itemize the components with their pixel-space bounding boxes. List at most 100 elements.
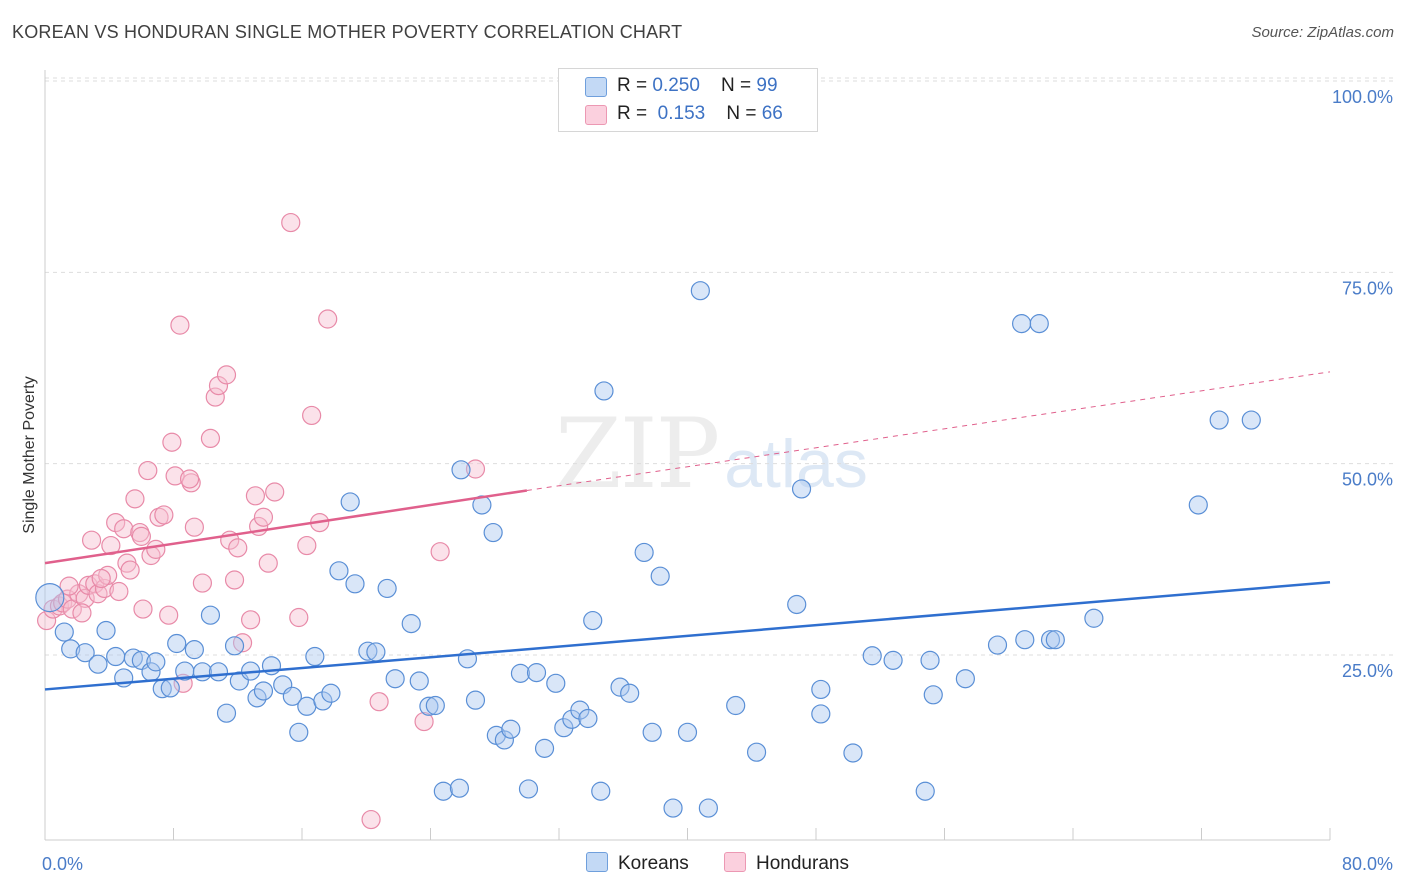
hondurans-r-label: R = <box>617 103 653 124</box>
korean-point <box>594 381 614 401</box>
bottom-legend-koreans: Koreans <box>586 852 689 875</box>
korean-point <box>54 622 74 642</box>
korean-point <box>518 779 539 799</box>
korean-point <box>167 633 187 654</box>
honduran-point <box>125 489 145 509</box>
korean-point <box>987 635 1008 655</box>
korean-point <box>923 685 943 705</box>
hondurans-r-value: 0.153 <box>657 103 706 124</box>
korean-point <box>419 696 439 716</box>
korean-point <box>282 686 302 706</box>
korean-point <box>1015 630 1035 650</box>
correlation-legend: R = 0.250 N = 99 R = 0.153 N = 66 <box>558 68 818 132</box>
korean-point <box>313 691 333 711</box>
koreans-r-value: 0.250 <box>652 75 700 96</box>
koreans-n-label: N = <box>721 75 757 96</box>
korean-point <box>297 696 317 716</box>
honduran-point <box>165 466 185 486</box>
trend-lines <box>44 371 1331 691</box>
honduran-point <box>200 428 221 449</box>
korean-point <box>883 650 903 670</box>
hondurans-trend-line <box>44 489 528 565</box>
honduran-point <box>465 459 486 479</box>
bottom-koreans-label: Koreans <box>618 853 689 874</box>
hondurans-n-value: 66 <box>761 103 783 124</box>
korean-point <box>546 673 566 693</box>
korean-point <box>811 704 831 724</box>
koreans-trend-line <box>44 581 1331 691</box>
honduran-point <box>114 519 134 539</box>
bottom-hondurans-swatch <box>724 852 746 872</box>
koreans-r-label: R = <box>617 75 653 96</box>
hondurans-stats: R = 0.153 N = 66 <box>617 103 783 125</box>
korean-point <box>1045 630 1065 650</box>
honduran-point <box>297 535 317 556</box>
y-tick-label-1: 50.0% <box>1342 470 1393 490</box>
honduran-point <box>120 560 140 580</box>
axes <box>44 70 1331 841</box>
korean-point <box>321 683 341 703</box>
korean-point <box>192 662 213 682</box>
x-tick-label-1: 80.0% <box>1342 854 1393 874</box>
korean-point <box>184 640 204 660</box>
y-tick-label-0: 25.0% <box>1342 661 1393 681</box>
korean-point <box>160 678 180 698</box>
korean-point <box>843 743 863 763</box>
korean-point <box>862 646 882 666</box>
korean-point <box>663 798 683 818</box>
korean-point <box>305 646 325 667</box>
koreans-swatch <box>585 77 607 97</box>
korean-point <box>510 663 531 683</box>
koreans-stats: R = 0.250 N = 99 <box>617 75 778 97</box>
watermark-zip: ZIP <box>555 398 720 510</box>
korean-point <box>96 620 116 641</box>
korean-point <box>345 574 365 594</box>
honduran-point <box>109 581 129 602</box>
korean-point <box>955 669 975 689</box>
hondurans-trend-extension <box>526 371 1331 491</box>
bottom-hondurans-label: Hondurans <box>756 853 849 874</box>
korean-point <box>340 492 360 512</box>
x-tick-label-0: 0.0% <box>42 854 83 874</box>
korean-point <box>534 738 555 758</box>
korean-point <box>451 460 471 480</box>
grid-lines <box>45 77 1395 656</box>
honduran-point <box>59 576 79 596</box>
korean-point <box>88 654 108 674</box>
korean-point <box>677 722 698 742</box>
koreans-n-value: 99 <box>756 75 778 96</box>
korean-point <box>650 566 670 586</box>
honduran-point <box>184 517 204 537</box>
korean-point <box>200 605 221 625</box>
korean-point <box>583 610 603 631</box>
korean-point <box>526 663 547 683</box>
honduran-point <box>208 376 229 396</box>
korean-point <box>1209 410 1229 430</box>
honduran-point <box>241 610 261 630</box>
honduran-point <box>216 365 237 385</box>
honduran-point <box>88 584 108 604</box>
y-tick-label-3: 100.0% <box>1332 87 1393 107</box>
korean-point <box>208 662 229 682</box>
korean-point <box>791 479 812 499</box>
korean-point <box>146 652 166 672</box>
honduran-point <box>253 507 274 527</box>
korean-point <box>75 643 95 663</box>
honduran-point <box>369 692 389 712</box>
honduran-point <box>192 573 213 593</box>
bottom-legend-hondurans: Hondurans <box>724 852 849 875</box>
korean-point <box>358 641 378 661</box>
korean-point <box>401 614 421 634</box>
honduran-point <box>146 539 166 559</box>
y-tick-label-2: 75.0% <box>1342 278 1393 298</box>
honduran-point <box>414 711 434 732</box>
korean-point <box>289 722 309 742</box>
honduran-point <box>133 599 153 619</box>
korean-point <box>123 648 143 668</box>
korean-point <box>216 703 237 723</box>
korean-point <box>1011 314 1032 334</box>
honduran-point <box>179 469 200 489</box>
korean-point <box>591 781 611 801</box>
honduran-point <box>361 809 381 830</box>
